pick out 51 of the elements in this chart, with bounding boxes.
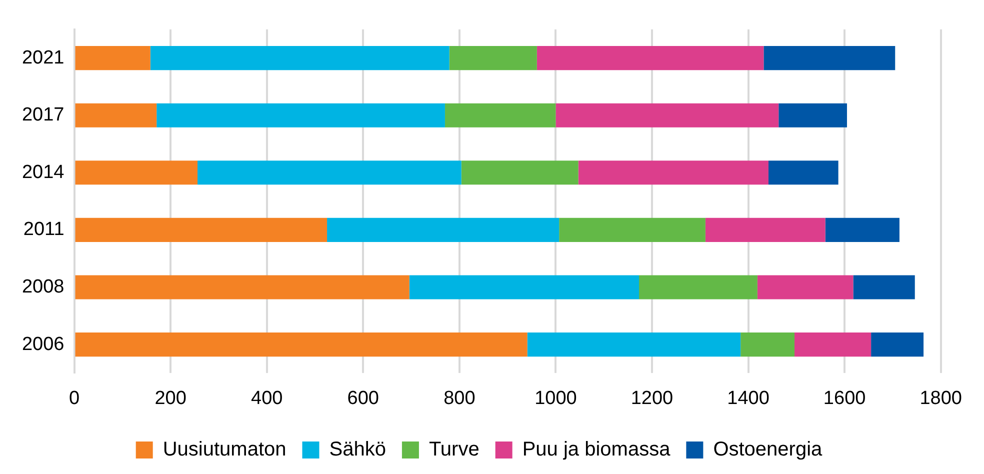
bar: [150, 46, 450, 70]
bar: [778, 103, 847, 128]
bar: [409, 275, 639, 300]
y-tick-label: 2011: [23, 219, 64, 240]
bar: [75, 103, 157, 128]
legend-label: Turve: [428, 438, 480, 461]
bar: [75, 218, 328, 242]
bar: [449, 46, 537, 70]
x-tick-label: 1600: [823, 388, 866, 409]
legend-label: Uusiutumaton: [162, 438, 286, 461]
y-tick-label: 2021: [22, 47, 64, 68]
x-tick-label: 0: [68, 388, 80, 409]
x-tick-label: 600: [347, 388, 379, 409]
bar: [75, 332, 528, 357]
legend-label: Sähkö: [329, 438, 386, 461]
bar: [764, 46, 896, 70]
x-tick-label: 400: [250, 388, 283, 409]
bar: [853, 275, 915, 300]
bar: [794, 332, 872, 357]
legend-label: Puu ja biomassa: [522, 438, 672, 461]
y-tick-label: 2008: [22, 276, 64, 298]
bar: [527, 332, 741, 357]
bar: [444, 103, 556, 128]
bar: [556, 103, 779, 128]
x-tick-label: 1000: [534, 388, 577, 409]
bar: [578, 160, 769, 185]
bar: [75, 275, 410, 300]
bar: [559, 218, 706, 242]
bar: [705, 218, 826, 242]
x-tick-label: 1400: [727, 388, 770, 409]
y-tick-label: 2017: [22, 104, 64, 126]
y-tick-label: 2006: [22, 334, 64, 355]
x-tick-label: 800: [444, 388, 476, 409]
x-tick-label: 1800: [920, 388, 962, 409]
bar: [740, 332, 795, 357]
x-tick-label: 200: [154, 388, 186, 409]
legend-label: Ostoenergia: [713, 438, 824, 461]
bar: [75, 160, 198, 185]
bar: [757, 275, 854, 300]
bar: [156, 103, 445, 128]
bar: [198, 160, 462, 185]
x-tick-label: 1200: [630, 388, 674, 409]
bar: [825, 218, 900, 242]
y-tick-label: 2014: [22, 162, 65, 183]
bar: [75, 46, 150, 70]
bar: [461, 160, 578, 185]
bar: [327, 218, 560, 242]
bar: [639, 275, 758, 300]
bar: [536, 46, 764, 70]
bar: [871, 332, 924, 357]
bar: [768, 160, 838, 185]
